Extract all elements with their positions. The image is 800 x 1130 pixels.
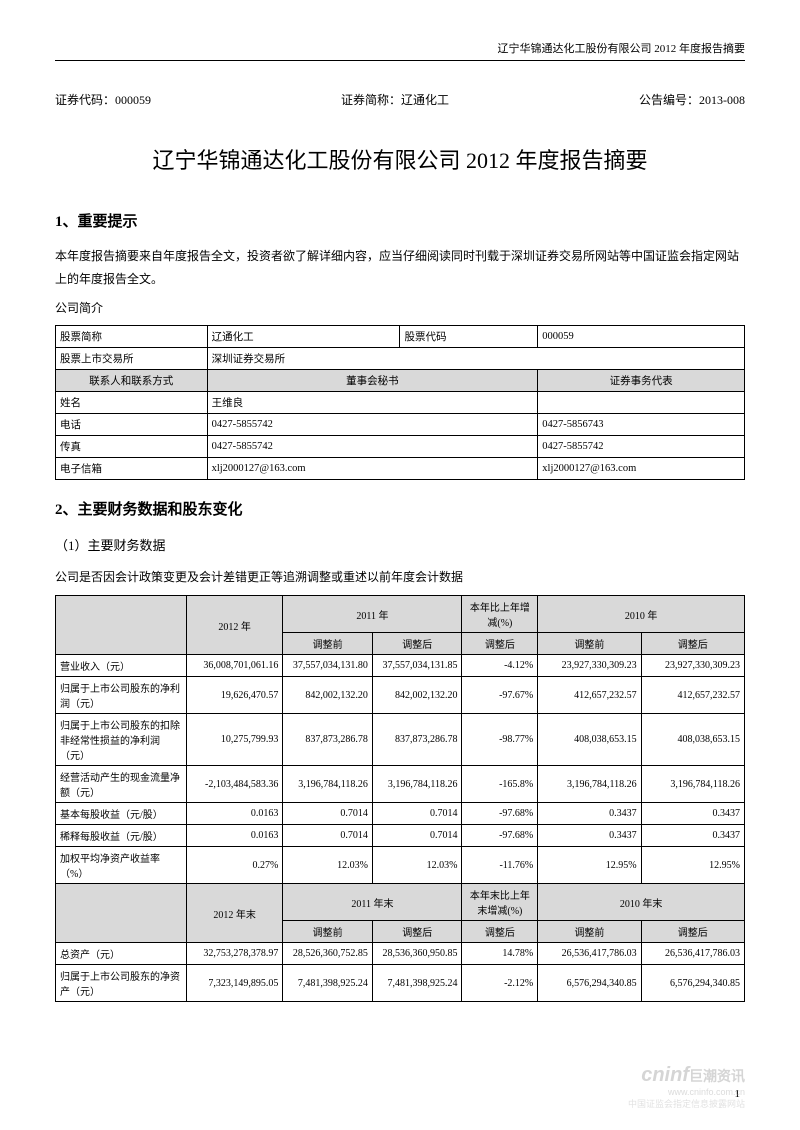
cell: 股票上市交易所	[56, 348, 208, 370]
hdr: 本年末比上年末增减(%)	[462, 884, 538, 921]
table-row: 归属于上市公司股东的净资产（元） 7,323,149,895.05 7,481,…	[56, 965, 745, 1002]
section2-heading: 2、主要财务数据和股东变化	[55, 498, 745, 519]
company-info-table: 股票简称 辽通化工 股票代码 000059 股票上市交易所 深圳证券交易所 联系…	[55, 325, 745, 480]
cell: 董事会秘书	[207, 370, 538, 392]
cell: 辽通化工	[207, 326, 400, 348]
section2-para: 公司是否因会计政策变更及会计差错更正等追溯调整或重述以前年度会计数据	[55, 566, 745, 589]
table-row: 营业收入（元） 36,008,701,061.16 37,557,034,131…	[56, 655, 745, 677]
hdr: 调整后	[641, 633, 744, 655]
section1-para: 本年度报告摘要来自年度报告全文，投资者欲了解详细内容，应当仔细阅读同时刊载于深圳…	[55, 245, 745, 291]
table-row: 归属于上市公司股东的扣除非经常性损益的净利润（元） 10,275,799.93 …	[56, 714, 745, 766]
section2-sub1: （1）主要财务数据	[55, 535, 745, 554]
table-row: 归属于上市公司股东的净利润（元） 19,626,470.57 842,002,1…	[56, 677, 745, 714]
cell: 传真	[56, 436, 208, 458]
cell: 0427-5856743	[538, 414, 745, 436]
watermark-url: www.cninfo.com.cn	[628, 1087, 745, 1097]
cell: xlj2000127@163.com	[538, 458, 745, 480]
security-short: 证券简称：辽通化工	[341, 91, 449, 108]
cell: 000059	[538, 326, 745, 348]
cell: 证券事务代表	[538, 370, 745, 392]
table-row: 基本每股收益（元/股） 0.0163 0.7014 0.7014 -97.68%…	[56, 803, 745, 825]
hdr: 调整后	[462, 633, 538, 655]
cell: 0427-5855742	[207, 436, 538, 458]
cell: 王维良	[207, 392, 538, 414]
hdr: 调整后	[462, 921, 538, 943]
hdr: 调整后	[641, 921, 744, 943]
hdr: 调整前	[538, 633, 641, 655]
cell: 股票简称	[56, 326, 208, 348]
cell: 深圳证券交易所	[207, 348, 744, 370]
hdr: 2011 年末	[283, 884, 462, 921]
cell: 电话	[56, 414, 208, 436]
watermark-sub: 中国证监会指定信息披露网站	[628, 1097, 745, 1110]
hdr: 调整前	[283, 921, 373, 943]
company-intro-label: 公司简介	[55, 297, 745, 320]
cell: xlj2000127@163.com	[207, 458, 538, 480]
cell: 电子信箱	[56, 458, 208, 480]
table-row: 加权平均净资产收益率（%） 0.27% 12.03% 12.03% -11.76…	[56, 847, 745, 884]
financial-data-table: 2012 年 2011 年 本年比上年增减(%) 2010 年 调整前 调整后 …	[55, 595, 745, 1002]
table-row: 总资产（元） 32,753,278,378.97 28,526,360,752.…	[56, 943, 745, 965]
cell: 股票代码	[400, 326, 538, 348]
hdr: 本年比上年增减(%)	[462, 596, 538, 633]
hdr: 调整前	[538, 921, 641, 943]
report-title: 辽宁华锦通达化工股份有限公司 2012 年度报告摘要	[55, 143, 745, 175]
hdr: 调整前	[283, 633, 373, 655]
securities-info-row: 证券代码：000059 证券简称：辽通化工 公告编号：2013-008	[55, 91, 745, 108]
table-row: 稀释每股收益（元/股） 0.0163 0.7014 0.7014 -97.68%…	[56, 825, 745, 847]
section1-heading: 1、重要提示	[55, 210, 745, 231]
page-header: 辽宁华锦通达化工股份有限公司 2012 年度报告摘要	[55, 40, 745, 61]
notice-number: 公告编号：2013-008	[639, 91, 745, 108]
security-code: 证券代码：000059	[55, 91, 151, 108]
hdr: 2012 年末	[186, 884, 282, 943]
table-row: 经营活动产生的现金流量净额（元） -2,103,484,583.36 3,196…	[56, 766, 745, 803]
hdr: 2010 年末	[538, 884, 745, 921]
cell: 姓名	[56, 392, 208, 414]
cell: 0427-5855742	[207, 414, 538, 436]
hdr: 2010 年	[538, 596, 745, 633]
cell: 联系人和联系方式	[56, 370, 208, 392]
hdr: 调整后	[372, 921, 462, 943]
hdr: 2012 年	[186, 596, 282, 655]
cell	[538, 392, 745, 414]
cell: 0427-5855742	[538, 436, 745, 458]
watermark-logo: cninf	[641, 1064, 689, 1086]
hdr: 2011 年	[283, 596, 462, 633]
hdr: 调整后	[372, 633, 462, 655]
cninfo-watermark: cninf巨潮资讯 www.cninfo.com.cn 中国证监会指定信息披露网…	[628, 1064, 745, 1110]
